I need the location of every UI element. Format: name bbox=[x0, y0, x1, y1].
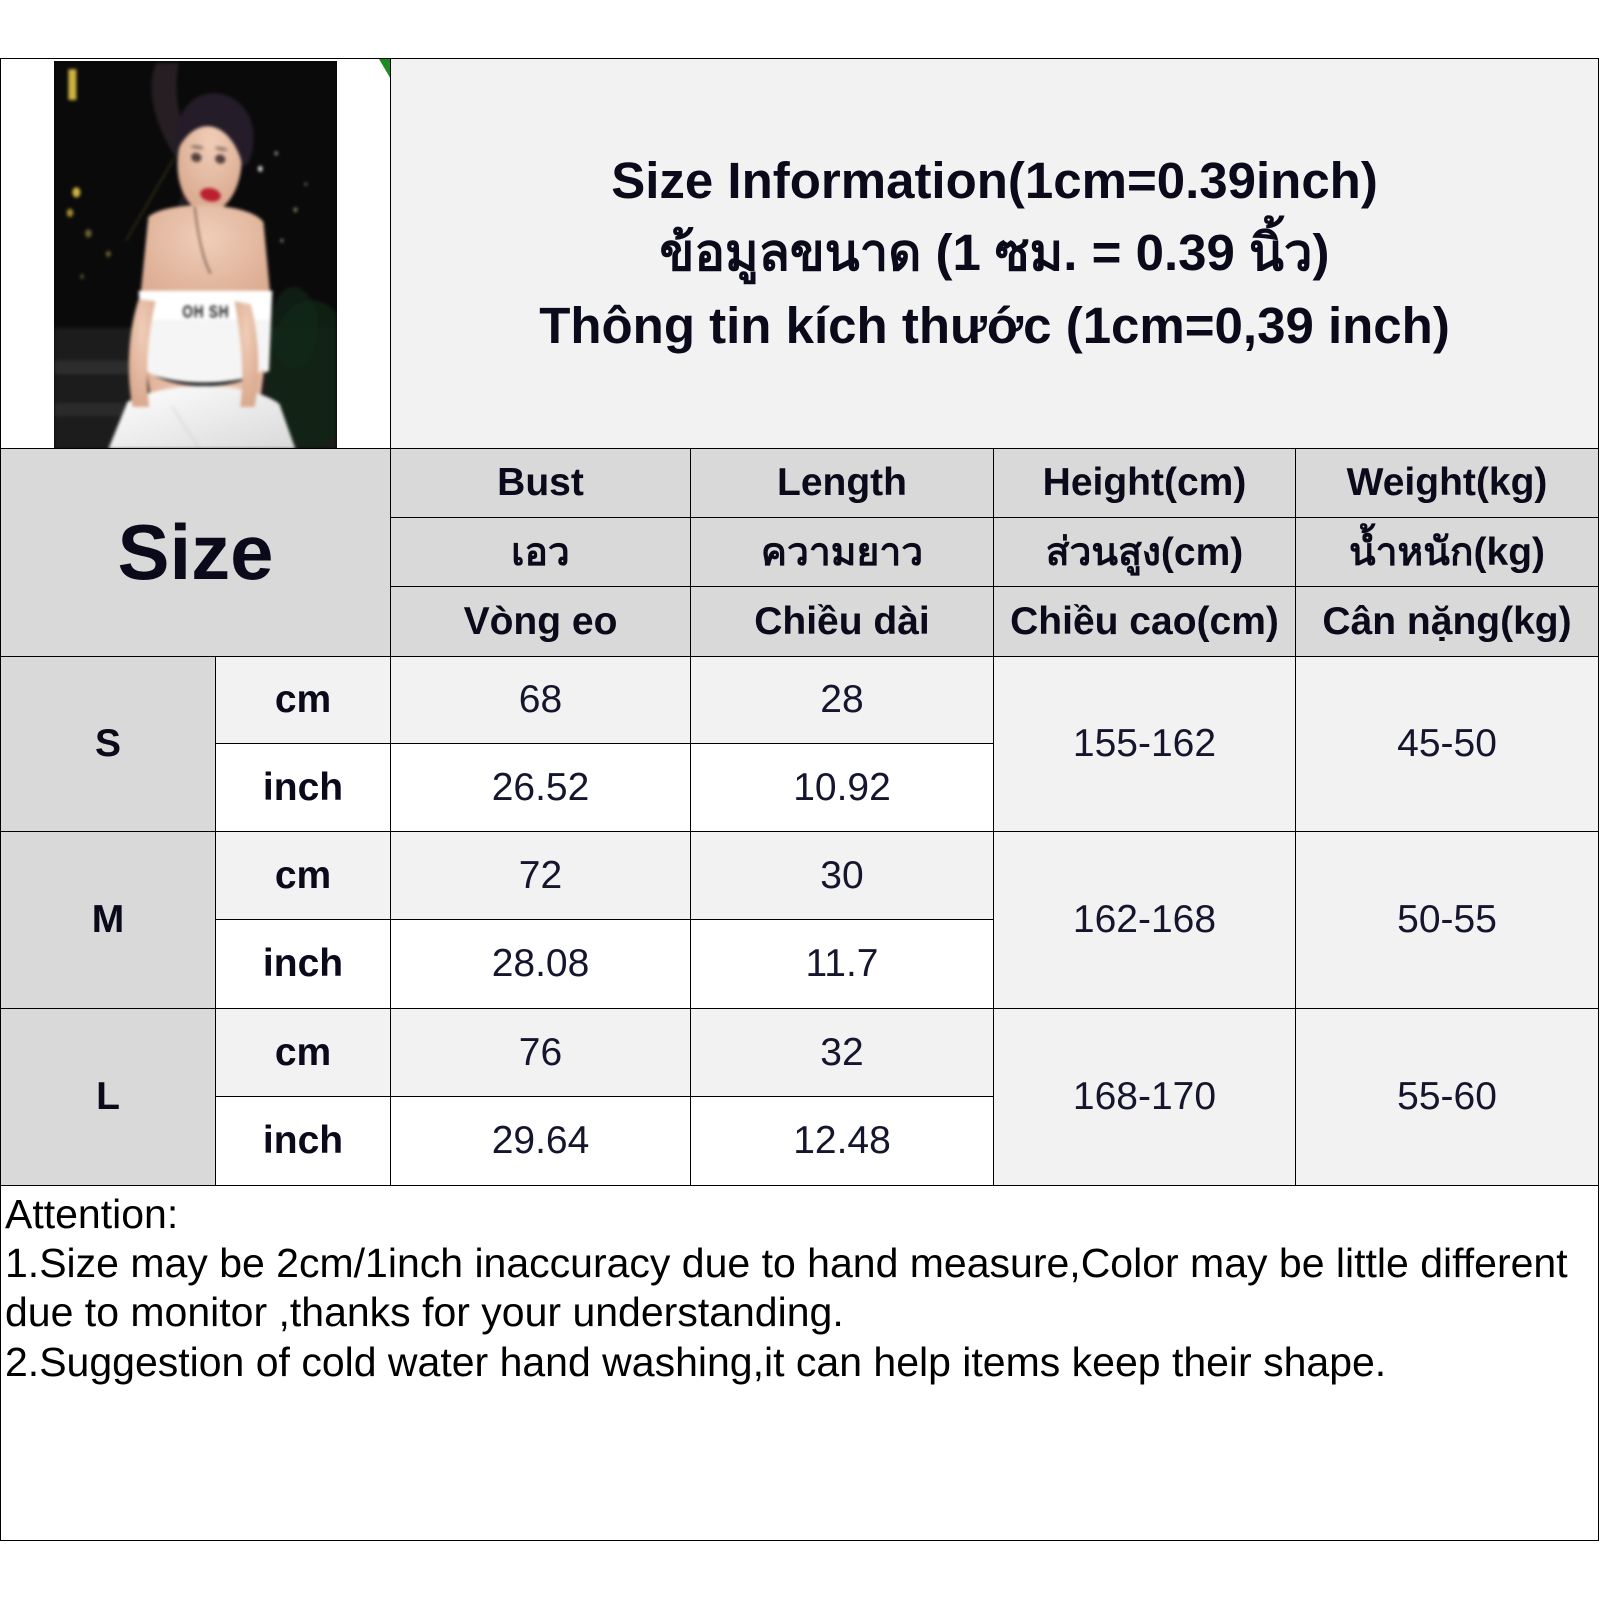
svg-text:OH SH: OH SH bbox=[182, 303, 229, 322]
